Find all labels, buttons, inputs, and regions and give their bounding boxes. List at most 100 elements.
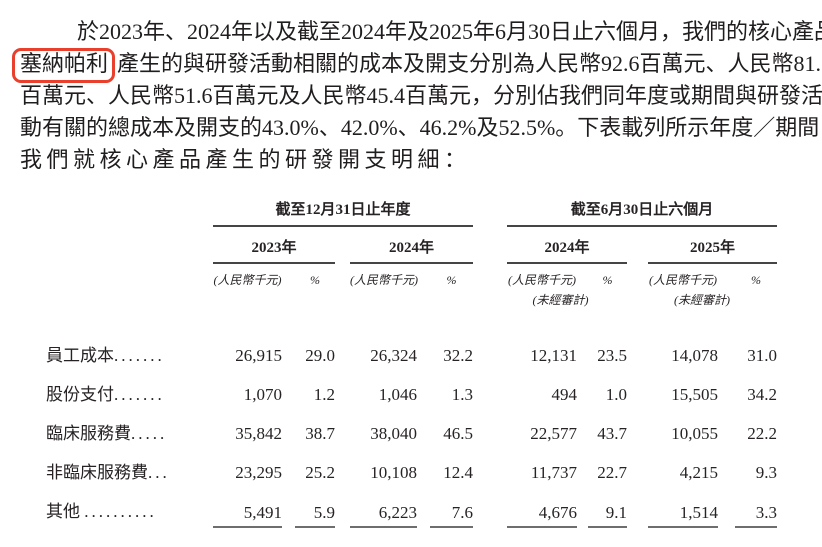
header-spacer xyxy=(46,198,195,227)
year-header-2024: 2024年 xyxy=(335,227,474,264)
paragraph-line-4: 動有關的總成本及開支的43.0%、42.0%、46.2%及52.5%。下表載列所… xyxy=(20,115,820,140)
value-cell: 38,040 xyxy=(370,424,417,443)
value-cell: 100.0 xyxy=(417,528,473,547)
unit-label: (人民幣千元) xyxy=(213,273,282,287)
value-cell: 10,055 xyxy=(671,424,719,443)
unaudited-label: (未經審計) xyxy=(674,293,731,307)
column-group-six-months-label: 截至6月30日止六個月 xyxy=(507,198,778,227)
year-header-2024-interim: 2024年 xyxy=(494,227,628,264)
value-cell: 10,108 xyxy=(370,463,417,482)
value-cell: 7.6 xyxy=(417,489,474,528)
year-header-2023-label: 2023年 xyxy=(213,227,335,264)
leader-dots: ....... xyxy=(114,385,165,404)
table-row-other: 其他 .......... 5,491 5.9 6,223 7.6 4,676 … xyxy=(46,489,778,528)
value-cell: 22,577 xyxy=(530,424,578,443)
row-label-text: 股份支付 xyxy=(46,385,114,404)
audited-blank xyxy=(335,288,473,314)
paragraph-line-2: 塞納帕利 產生的與研發活動相關的成本及開支分別為人民幣92.6百萬元、人民幣81.… xyxy=(12,48,822,83)
value-cell: 4,215 xyxy=(679,463,719,482)
value-cell: 5,491 xyxy=(195,489,282,528)
paragraph-line-3: 百萬元、人民幣51.6百萬元及人民幣45.4百萬元，分別佔我們同年度或期間與研發… xyxy=(20,83,822,108)
value-cell: 23.5 xyxy=(597,346,628,365)
value-cell: 1.3 xyxy=(451,385,474,404)
value-cell: 26,915 xyxy=(235,346,282,365)
year-header-2024-interim-label: 2024年 xyxy=(507,227,628,264)
year-header-2024-label: 2024年 xyxy=(350,227,474,264)
value-cell: 11,737 xyxy=(530,463,578,482)
unit-header: (人民幣千元) xyxy=(335,264,418,288)
value-cell: 25.2 xyxy=(305,463,335,482)
paragraph: 於2023年、2024年以及截至2024年及2025年6月30日止六個月，我們的… xyxy=(0,0,822,176)
value-cell: 1,514 xyxy=(627,489,719,528)
value-cell: 14,078 xyxy=(671,346,719,365)
group-gap xyxy=(473,198,494,227)
value-cell: 1.2 xyxy=(313,385,335,404)
value-cell: 38.7 xyxy=(305,424,335,443)
column-group-year-end-label: 截至12月31日止年度 xyxy=(213,198,474,227)
pct-label: % xyxy=(602,273,613,287)
value-cell: 9.1 xyxy=(577,489,628,528)
leader-dots: ... xyxy=(148,463,170,482)
row-label-text: 非臨床服務費 xyxy=(46,463,148,482)
value-cell: 1,070 xyxy=(243,385,282,404)
table-row-staff-cost: 員工成本....... 26,915 29.0 26,324 32.2 12,1… xyxy=(46,314,777,372)
row-label-text: 員工成本 xyxy=(46,346,114,365)
leader-dots: .......... xyxy=(84,502,157,521)
value-cell: 5.9 xyxy=(282,489,335,528)
unit-header: (人民幣千元) xyxy=(627,264,718,288)
table-row-total: 總計 .......... 92,613 100.0 81,741 100.0 … xyxy=(46,528,777,547)
value-cell: 3.3 xyxy=(718,489,778,528)
value-cell: 1,046 xyxy=(378,385,417,404)
value-cell: 81,741 xyxy=(335,528,417,547)
group-gap xyxy=(473,411,494,450)
table-row-share-payment: 股份支付....... 1,070 1.2 1,046 1.3 494 1.0 … xyxy=(46,372,777,411)
year-header-2023: 2023年 xyxy=(195,227,335,264)
leader-dots: ..... xyxy=(131,424,168,443)
row-label: 臨床服務費..... xyxy=(46,411,195,450)
value-cell: 43.7 xyxy=(597,424,628,443)
value-cell: 100.0 xyxy=(282,528,335,547)
group-gap xyxy=(473,450,494,489)
group-gap xyxy=(473,288,494,314)
header-spacer xyxy=(46,264,195,288)
highlighted-term: 塞納帕利 xyxy=(20,51,109,76)
unaudited-note-2025: (未經審計) xyxy=(627,288,777,314)
row-label: 其他 .......... xyxy=(46,489,195,528)
pct-header: % xyxy=(718,264,777,288)
audited-blank xyxy=(195,288,335,314)
table-row-nonclinical-fees: 非臨床服務費... 23,295 25.2 10,108 12.4 11,737… xyxy=(46,450,777,489)
value-cell: 12.4 xyxy=(443,463,474,482)
value-cell: 34.2 xyxy=(747,385,778,404)
pct-header: % xyxy=(282,264,335,288)
value-cell: 92,613 xyxy=(195,528,282,547)
paragraph-line-1: 於2023年、2024年以及截至2024年及2025年6月30日止六個月，我們的… xyxy=(77,19,822,44)
value-cell: 494 xyxy=(551,385,578,404)
value-cell: 1.0 xyxy=(605,385,628,404)
row-label: 非臨床服務費... xyxy=(46,450,195,489)
value-cell: 4,676 xyxy=(494,489,578,528)
column-group-six-months: 截至6月30日止六個月 xyxy=(494,198,778,227)
group-gap xyxy=(473,372,494,411)
unaudited-note-2024: (未經審計) xyxy=(494,288,627,314)
pct-header: % xyxy=(577,264,627,288)
value-cell: 51,615 xyxy=(494,528,577,547)
value-cell: 32.2 xyxy=(443,346,474,365)
unit-header: (人民幣千元) xyxy=(195,264,282,288)
value-cell: 12,131 xyxy=(530,346,578,365)
row-label: 股份支付....... xyxy=(46,372,195,411)
value-cell: 35,842 xyxy=(235,424,282,443)
row-label: 總計 .......... xyxy=(46,528,195,547)
column-group-year-end: 截至12月31日止年度 xyxy=(195,198,474,227)
paragraph-line-5: 我們就核心產品產生的研發開支明細： xyxy=(20,147,471,172)
row-label-text: 其他 xyxy=(46,502,85,521)
group-gap xyxy=(473,489,494,528)
unaudited-label: (未經審計) xyxy=(532,293,589,307)
header-spacer xyxy=(46,288,195,314)
value-cell: 29.0 xyxy=(305,346,335,365)
value-cell: 23,295 xyxy=(235,463,282,482)
value-cell: 45,367 xyxy=(627,528,718,547)
group-gap xyxy=(473,227,494,264)
pct-label: % xyxy=(446,273,457,287)
rd-expense-table: 截至12月31日止年度 截至6月30日止六個月 2023年 2024年 2024… xyxy=(46,198,778,547)
value-cell: 100.0 xyxy=(577,528,627,547)
